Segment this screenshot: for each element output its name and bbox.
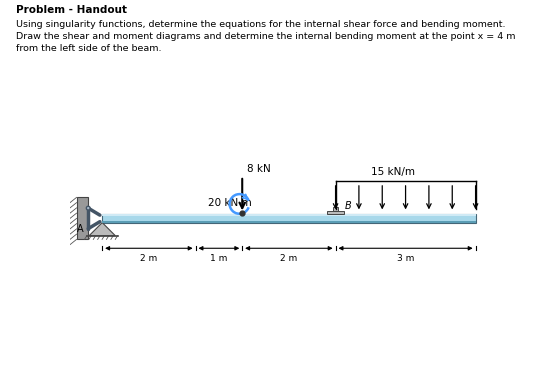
Bar (333, 207, 338, 211)
Text: from the left side of the beam.: from the left side of the beam. (16, 44, 162, 53)
Polygon shape (77, 197, 88, 239)
Bar (327, 211, 344, 214)
Text: 1 m: 1 m (210, 254, 227, 263)
Text: 20 kN·m: 20 kN·m (208, 198, 251, 208)
Text: 2 m: 2 m (140, 254, 157, 263)
Text: A: A (77, 224, 83, 234)
Text: Draw the shear and moment diagrams and determine the internal bending moment at : Draw the shear and moment diagrams and d… (16, 32, 516, 41)
Polygon shape (89, 223, 115, 236)
Polygon shape (102, 214, 476, 216)
Polygon shape (102, 214, 476, 223)
Text: 15 kN/m: 15 kN/m (371, 167, 415, 177)
Text: 2 m: 2 m (280, 254, 297, 263)
Text: 8 kN: 8 kN (247, 164, 271, 174)
Text: Problem - Handout: Problem - Handout (16, 5, 127, 15)
Text: B: B (345, 201, 351, 211)
Circle shape (86, 206, 90, 210)
Text: Using singularity functions, determine the equations for the internal shear forc: Using singularity functions, determine t… (16, 20, 506, 29)
Polygon shape (102, 221, 476, 223)
Text: 3 m: 3 m (397, 254, 414, 263)
